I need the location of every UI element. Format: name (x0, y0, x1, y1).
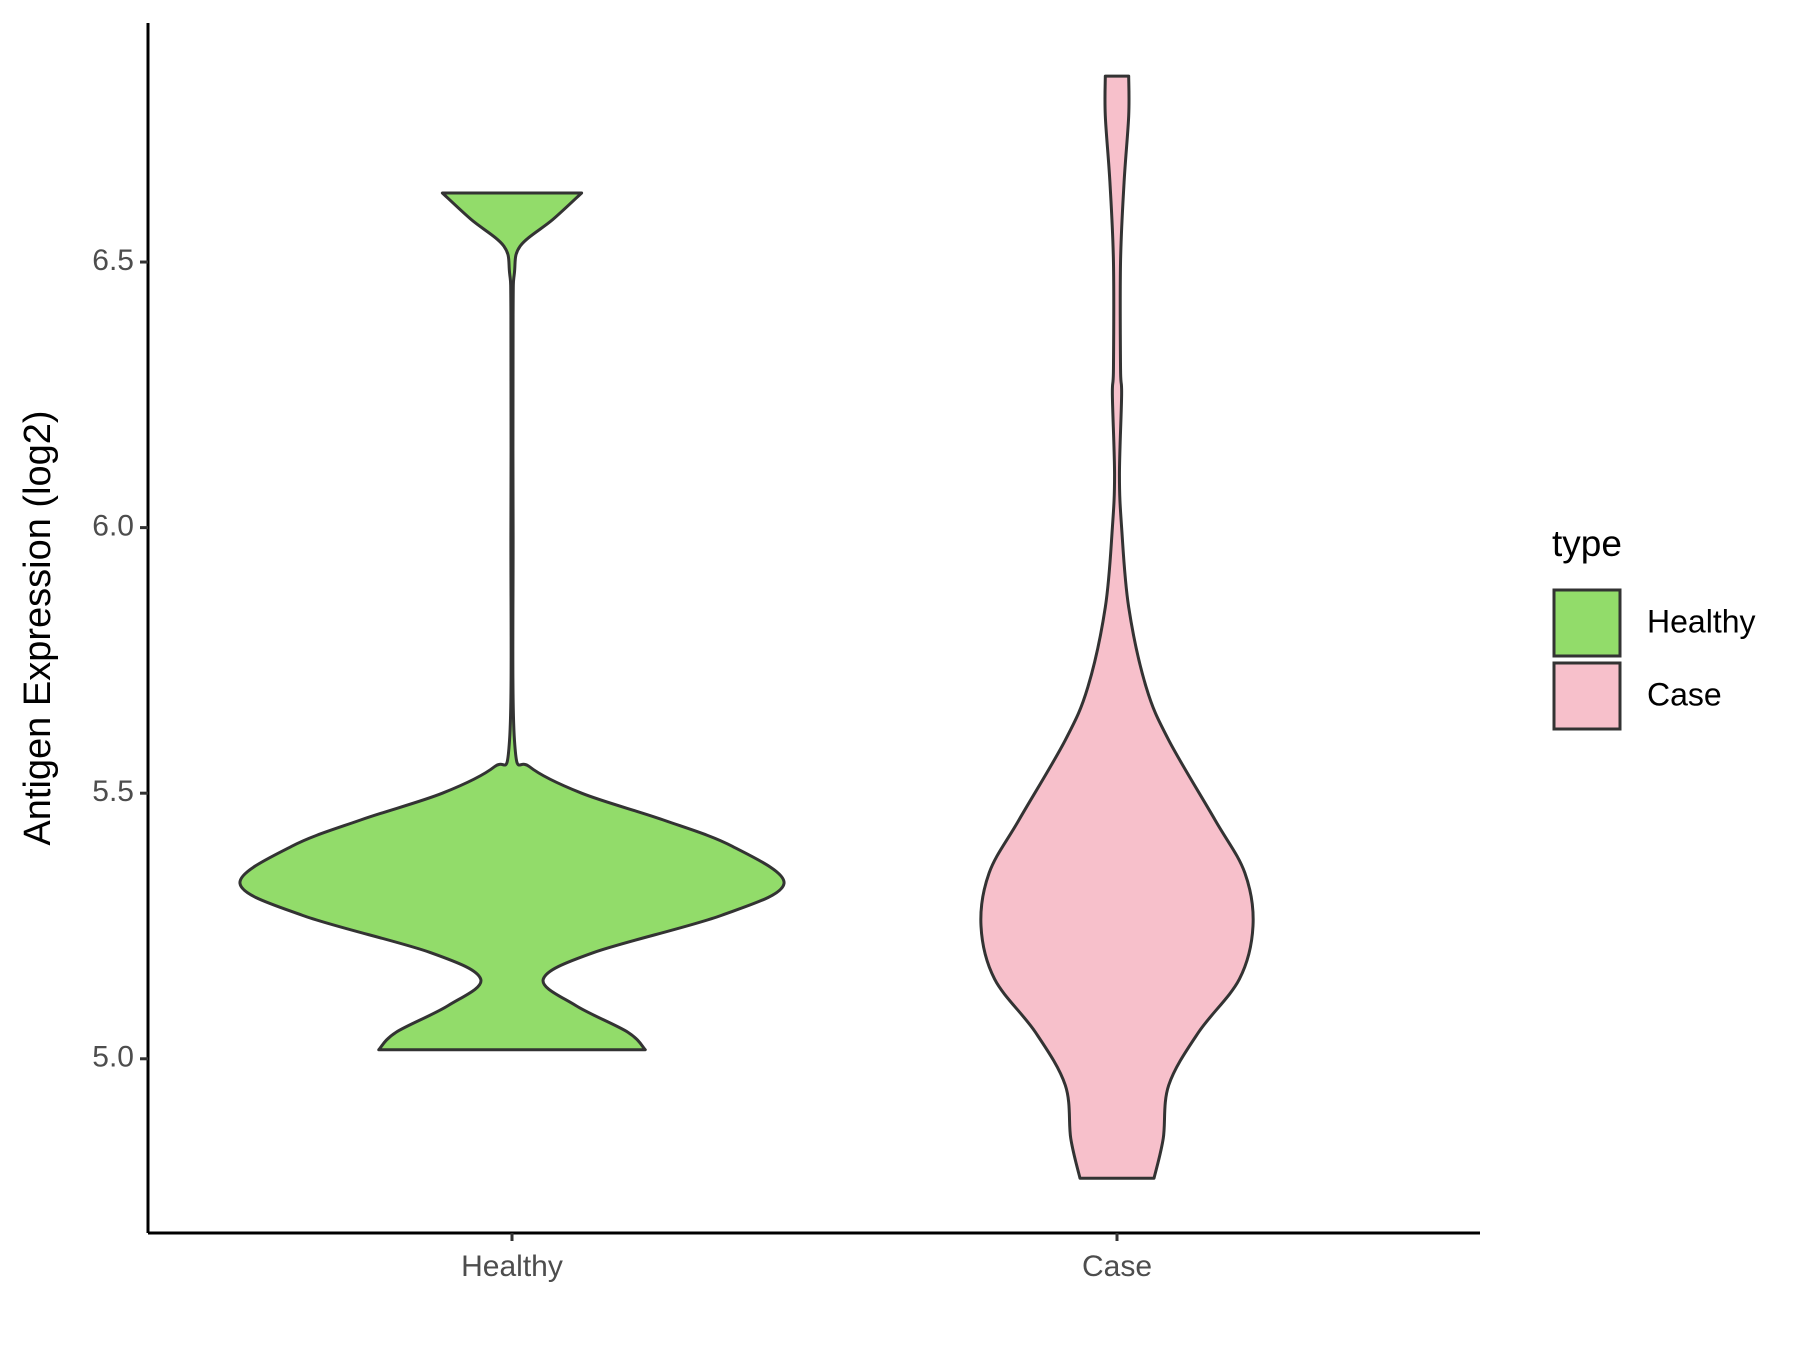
y-tick-label: 5.5 (92, 775, 134, 808)
violin (979, 74, 1255, 1180)
legend-label: Case (1647, 676, 1722, 712)
y-tick-label: 6.0 (92, 510, 134, 543)
legend-key (1552, 588, 1622, 658)
violin (238, 191, 786, 1052)
y-tick-label: 6.5 (92, 244, 134, 277)
x-tick-label: Case (1082, 1250, 1152, 1283)
y-tick-label: 5.0 (92, 1041, 134, 1074)
legend-key (1552, 661, 1622, 731)
legend-label: Healthy (1647, 603, 1756, 639)
x-tick-label: Healthy (461, 1250, 563, 1283)
legend-title: type (1552, 523, 1622, 564)
y-axis-title: Antigen Expression (log2) (17, 410, 59, 845)
